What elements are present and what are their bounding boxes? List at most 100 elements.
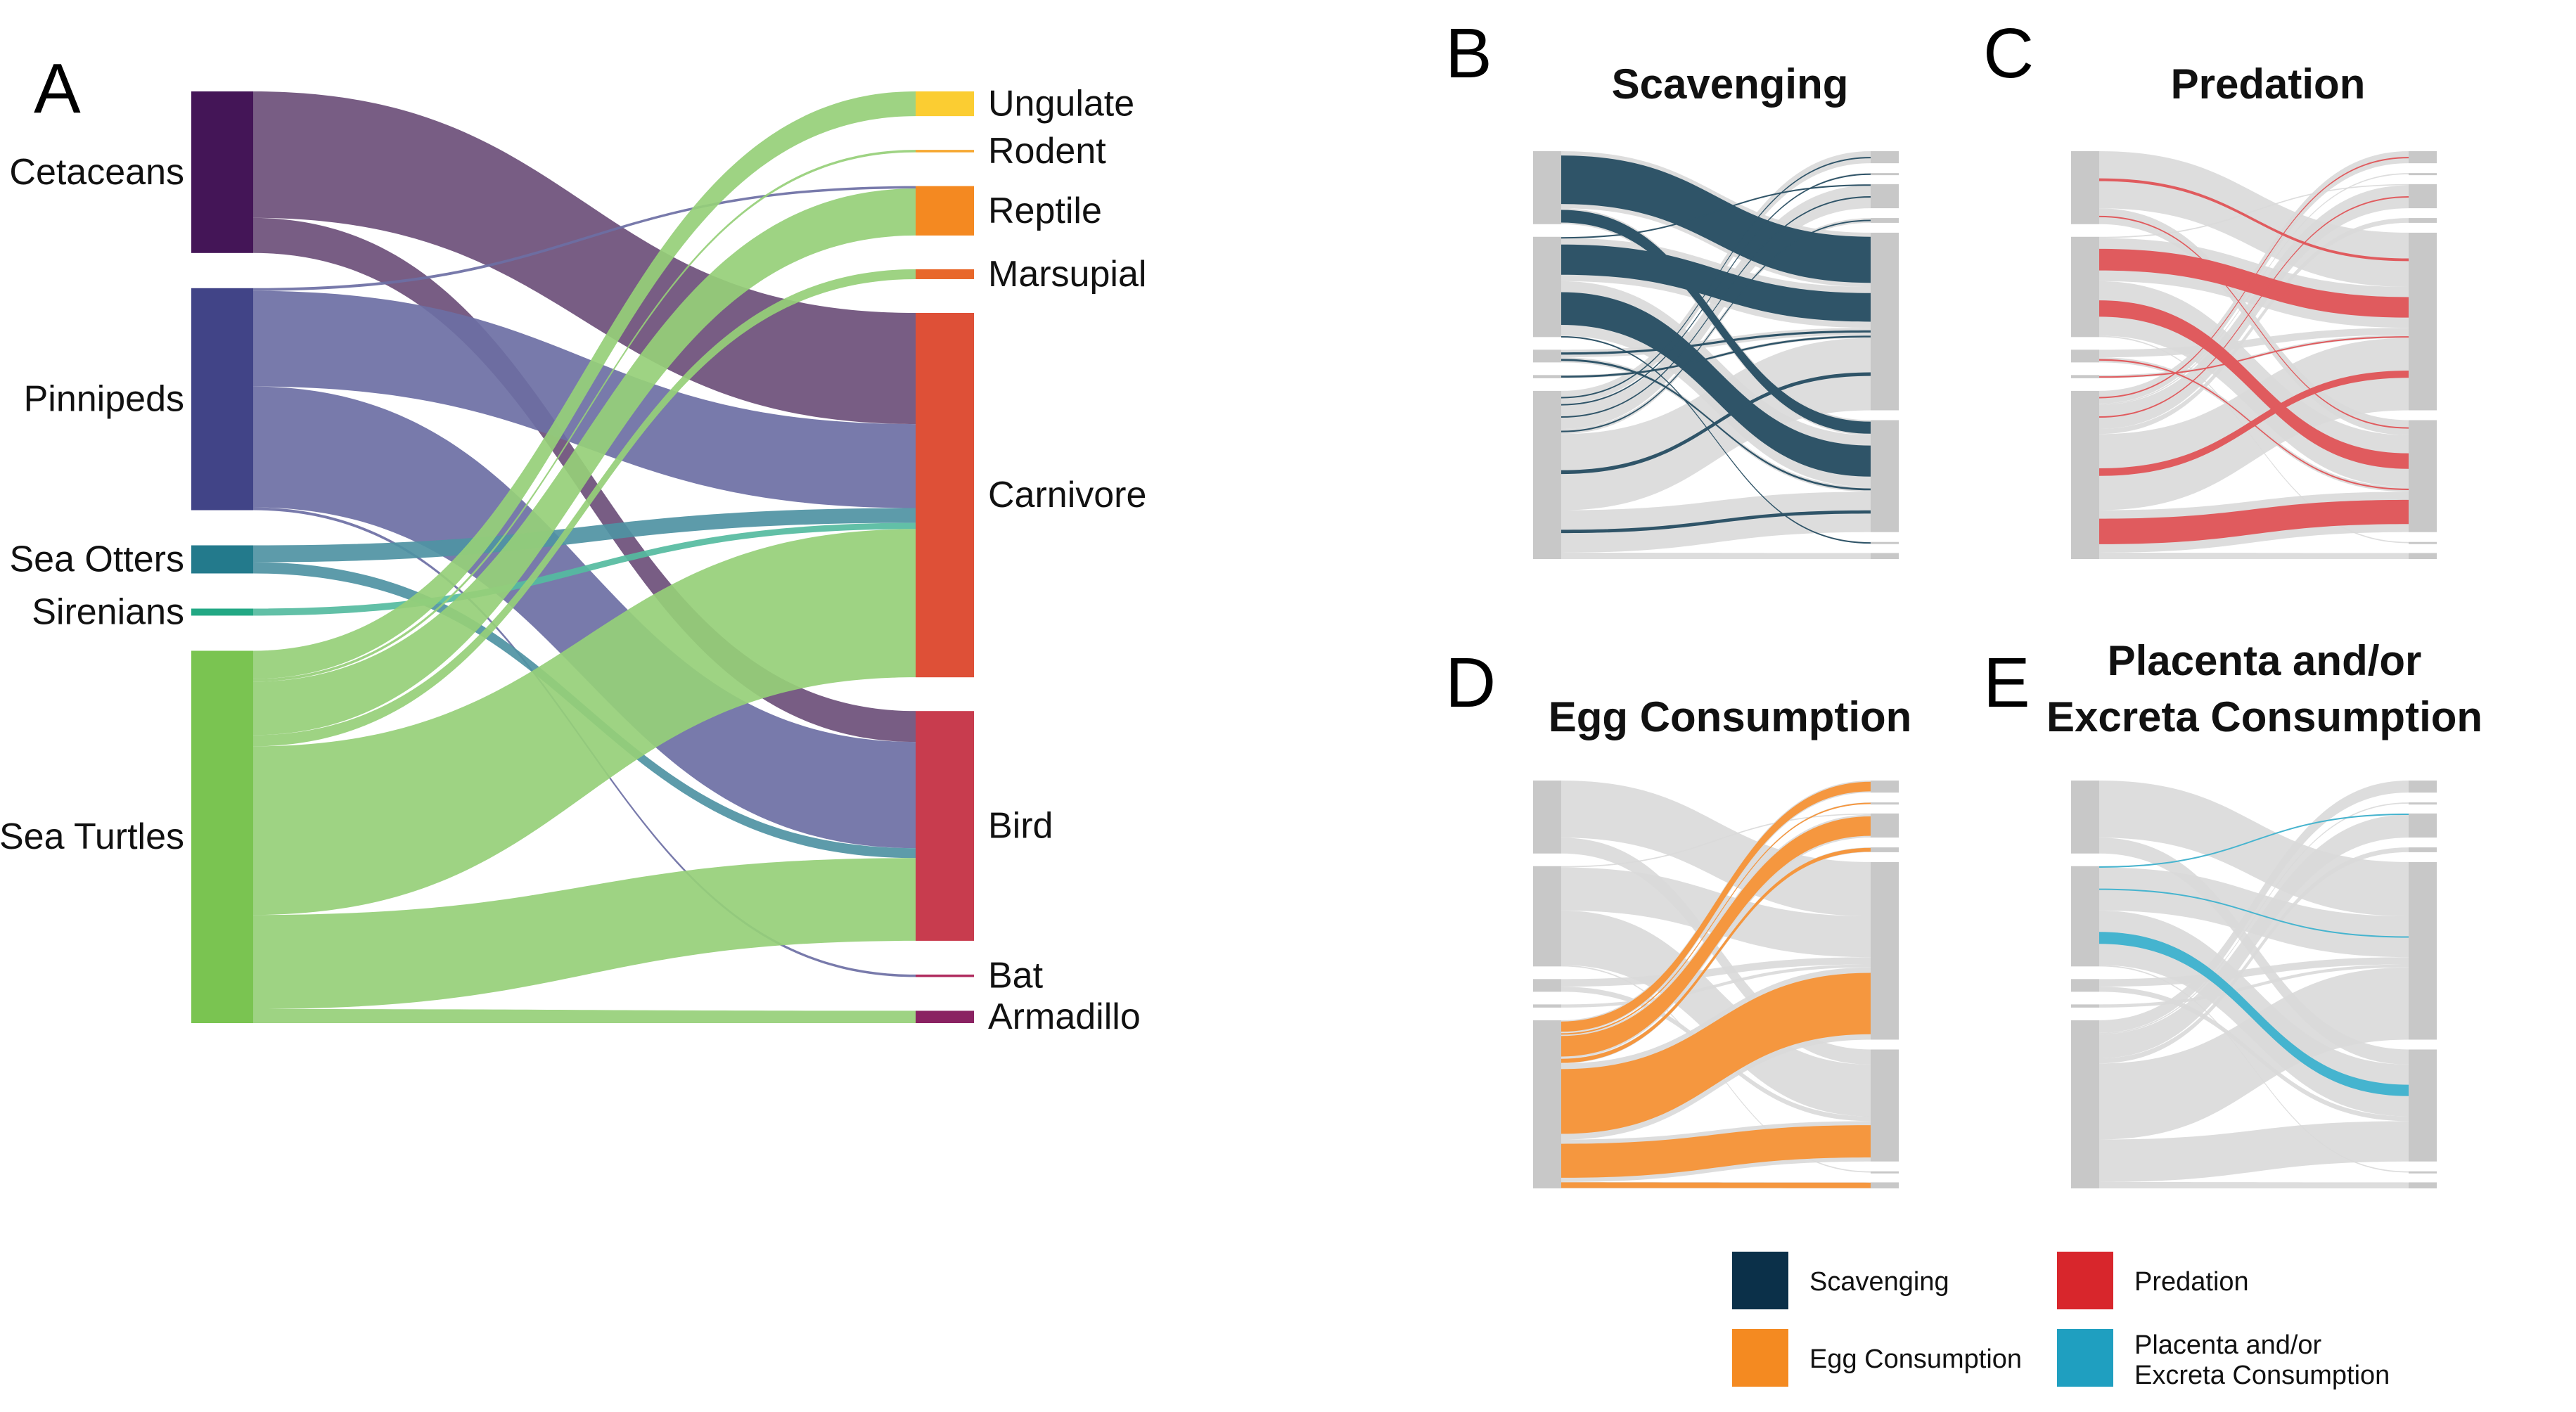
target-label-bat: Bat	[988, 956, 1044, 996]
target-label-marsupial: Marsupial	[988, 254, 1146, 295]
source-node-sirenians	[1533, 375, 1561, 378]
link-cetaceans-to-carnivore	[1561, 781, 1871, 916]
link-pinnipeds-to-bird	[1561, 910, 1871, 1117]
target-node-rodent	[1871, 802, 1899, 805]
link-sea-turtles-to-ungulate	[253, 91, 916, 679]
source-node-sea-otters	[1533, 979, 1561, 992]
target-node-armadillo	[2409, 1182, 2437, 1188]
panel-e-title-line2: Excreta Consumption	[2046, 693, 2482, 740]
link-sea-turtles-to-bird	[2099, 1121, 2409, 1182]
highlight-link-sea-turtles-to-carnivore	[1561, 372, 1871, 475]
panel-a-letter: A	[34, 49, 81, 128]
source-node-sea-turtles	[1533, 1020, 1561, 1188]
panel-e-letter: E	[1983, 643, 2030, 722]
legend-label-placenta-excreta-line1: Placenta and/or	[2134, 1330, 2322, 1360]
highlight-link-sea-otters-to-carnivore	[1561, 330, 1871, 355]
highlight-link-sea-turtles-to-bird	[2099, 499, 2409, 544]
source-node-cetaceans	[1533, 151, 1561, 224]
link-pinnipeds-to-bird	[253, 386, 916, 849]
panel-b: B Scavenging	[1445, 14, 1899, 559]
link-sea-turtles-to-armadillo	[253, 1009, 916, 1023]
target-node-ungulate	[1871, 781, 1899, 793]
highlight-link-sirenians-to-carnivore	[1561, 335, 1871, 378]
target-label-carnivore: Carnivore	[988, 475, 1146, 515]
link-sea-otters-to-carnivore	[1561, 957, 1871, 987]
link-sea-turtles-to-carnivore	[253, 529, 916, 916]
panel-d-title: Egg Consumption	[1549, 693, 1912, 740]
panel-d-letter: D	[1445, 643, 1496, 722]
highlight-link-sea-turtles-to-reptile	[2099, 196, 2409, 418]
source-node-cetaceans	[1533, 781, 1561, 854]
legend-swatch-scavenging	[1732, 1252, 1788, 1309]
source-node-sea-otters	[2071, 979, 2099, 992]
panel-a-nodes	[191, 91, 974, 1023]
link-cetaceans-to-carnivore	[2099, 781, 2409, 916]
legend-swatch-egg-consumption	[1732, 1329, 1788, 1387]
source-node-pinnipeds	[191, 288, 253, 511]
link-cetaceans-to-bird	[2099, 837, 2409, 1065]
highlight-link-sea-turtles-to-armadillo	[1561, 1182, 1871, 1188]
highlight-link-cetaceans-to-bird	[2099, 215, 2409, 429]
panel-d: D Egg Consumption	[1445, 643, 1911, 1188]
source-node-cetaceans	[2071, 151, 2099, 224]
panel-a-node-labels: Cetaceans Pinnipeds Sea Otters Sirenians Sea…	[0, 84, 1146, 1038]
target-node-bird	[916, 711, 974, 941]
panel-a: A Cetaceans Pinnipeds Sea Otters Sirenians S…	[0, 49, 1146, 1037]
source-node-pinnipeds	[1533, 236, 1561, 338]
highlight-link-pinnipeds-to-reptile	[2099, 814, 2409, 868]
target-node-carnivore	[2409, 232, 2437, 411]
panel-c-sankey	[2071, 151, 2437, 559]
target-node-carnivore	[916, 312, 974, 678]
highlight-link-cetaceans-to-bird	[1561, 210, 1871, 434]
source-node-cetaceans	[2071, 781, 2099, 854]
target-node-marsupial	[1871, 847, 1899, 852]
target-node-carnivore	[1871, 232, 1899, 411]
link-sea-turtles-to-armadillo	[2099, 552, 2409, 559]
source-node-pinnipeds	[2071, 866, 2099, 967]
target-node-carnivore	[1871, 861, 1899, 1040]
target-node-bat	[1871, 1171, 1899, 1174]
target-node-ungulate	[2409, 781, 2437, 793]
target-node-marsupial	[2409, 218, 2437, 223]
link-sea-turtles-to-rodent	[2099, 802, 2409, 1034]
link-sea-turtles-to-ungulate	[2099, 781, 2409, 1033]
target-node-reptile	[1871, 184, 1899, 209]
target-node-armadillo	[916, 1010, 974, 1023]
source-node-sea-turtles	[2071, 1020, 2099, 1188]
source-label-sirenians: Sirenians	[32, 591, 184, 632]
highlight-link-pinnipeds-to-bird	[1561, 292, 1871, 477]
source-node-sea-otters	[191, 545, 253, 574]
link-sea-otters-to-carnivore	[2099, 957, 2409, 987]
highlight-link-sea-turtles-to-marsupial	[1561, 847, 1871, 1063]
target-node-bird	[1871, 1049, 1899, 1162]
highlight-link-sea-turtles-to-marsupial	[1561, 219, 1871, 432]
highlight-link-pinnipeds-to-carnivore	[2099, 248, 2409, 318]
link-sea-turtles-to-carnivore	[2099, 967, 2409, 1140]
legend-label-placenta-excreta-line2: Excreta Consumption	[2134, 1361, 2390, 1390]
legend-label-egg-consumption: Egg Consumption	[1809, 1344, 2022, 1374]
highlight-link-sea-turtles-to-reptile	[1561, 816, 1871, 1057]
link-cetaceans-to-carnivore	[253, 91, 916, 425]
target-node-bird	[1871, 420, 1899, 532]
link-pinnipeds-to-carnivore	[253, 290, 916, 508]
target-label-ungulate: Ungulate	[988, 84, 1134, 124]
target-node-bat	[916, 974, 974, 977]
target-node-bat	[2409, 1171, 2437, 1174]
source-node-sea-otters	[2071, 349, 2099, 363]
target-node-bat	[1871, 541, 1899, 544]
link-pinnipeds-to-reptile	[253, 186, 916, 291]
source-node-sea-turtles	[191, 650, 253, 1023]
target-node-rodent	[2409, 802, 2437, 805]
highlight-link-pinnipeds-to-carnivore	[2099, 888, 2409, 938]
highlight-link-sirenians-to-carnivore	[2099, 336, 2409, 378]
target-node-armadillo	[1871, 553, 1899, 559]
panel-b-title: Scavenging	[1612, 60, 1849, 108]
highlight-link-sea-turtles-to-carnivore	[1561, 973, 1871, 1134]
panel-e-sankey	[2071, 781, 2437, 1188]
link-sea-otters-to-carnivore	[253, 508, 916, 563]
highlight-link-sea-turtles-to-ungulate	[1561, 781, 1871, 1032]
highlight-link-cetaceans-to-carnivore	[1561, 155, 1871, 283]
highlight-link-pinnipeds-to-bird	[2099, 300, 2409, 469]
legend-swatch-predation	[2057, 1252, 2113, 1309]
